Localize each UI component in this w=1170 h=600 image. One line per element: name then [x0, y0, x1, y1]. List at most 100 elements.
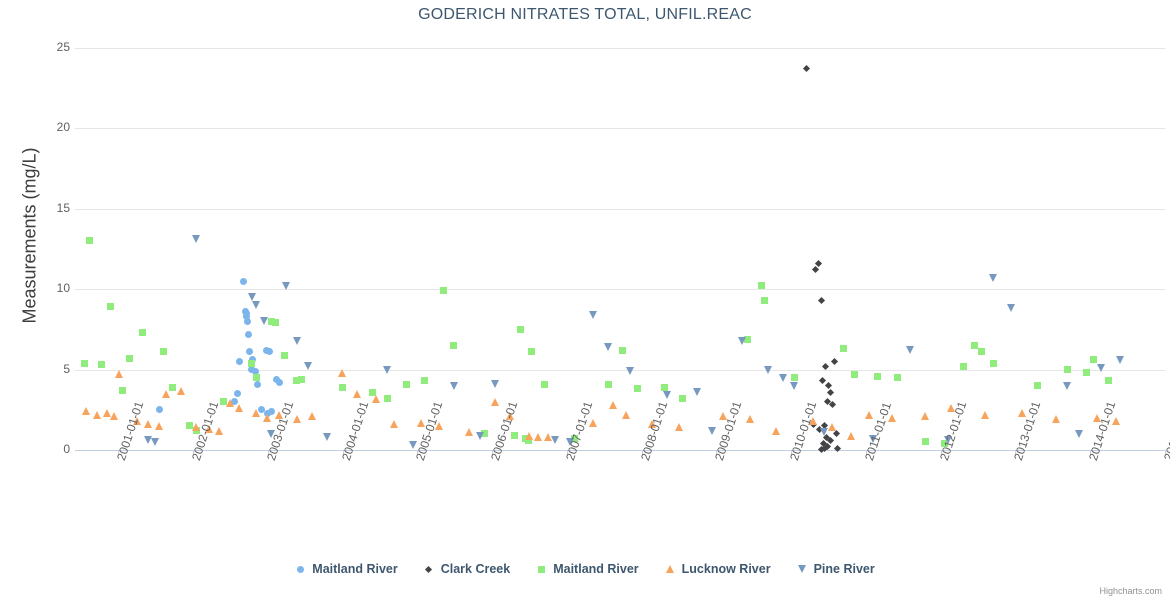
data-point[interactable]	[1090, 356, 1098, 364]
data-point[interactable]	[265, 348, 273, 356]
data-point[interactable]	[989, 359, 997, 367]
data-point[interactable]	[744, 335, 752, 343]
legend-item-2[interactable]: Maitland River	[536, 562, 639, 576]
data-point[interactable]	[491, 397, 500, 406]
data-point[interactable]	[245, 348, 253, 356]
data-point[interactable]	[921, 412, 930, 421]
data-point[interactable]	[981, 410, 990, 419]
data-point[interactable]	[779, 373, 788, 382]
data-point[interactable]	[264, 409, 272, 417]
data-point[interactable]	[527, 348, 535, 356]
data-point[interactable]	[253, 374, 261, 382]
data-point[interactable]	[819, 377, 827, 385]
data-point[interactable]	[449, 341, 457, 349]
data-point[interactable]	[517, 325, 525, 333]
data-point[interactable]	[409, 441, 418, 450]
data-point[interactable]	[603, 343, 612, 352]
data-point[interactable]	[566, 437, 575, 446]
data-point[interactable]	[369, 388, 377, 396]
data-point[interactable]	[450, 381, 459, 390]
data-point[interactable]	[81, 359, 89, 367]
data-point[interactable]	[107, 303, 115, 311]
data-point[interactable]	[247, 366, 255, 374]
data-point[interactable]	[906, 346, 915, 355]
data-point[interactable]	[274, 410, 283, 419]
data-point[interactable]	[235, 358, 243, 366]
data-point[interactable]	[663, 391, 672, 400]
data-point[interactable]	[248, 293, 257, 302]
data-point[interactable]	[298, 375, 306, 383]
data-point[interactable]	[151, 437, 160, 446]
data-point[interactable]	[138, 329, 146, 337]
data-point[interactable]	[622, 410, 631, 419]
data-point[interactable]	[371, 394, 380, 403]
data-point[interactable]	[588, 418, 597, 427]
data-point[interactable]	[476, 431, 485, 440]
data-point[interactable]	[511, 432, 519, 440]
data-point[interactable]	[757, 282, 765, 290]
data-point[interactable]	[338, 368, 347, 377]
data-point[interactable]	[402, 380, 410, 388]
data-point[interactable]	[115, 370, 124, 379]
data-point[interactable]	[258, 406, 266, 414]
data-point[interactable]	[540, 380, 548, 388]
data-point[interactable]	[247, 359, 255, 367]
data-point[interactable]	[812, 266, 820, 274]
data-point[interactable]	[308, 412, 317, 421]
data-point[interactable]	[252, 409, 261, 418]
data-point[interactable]	[219, 398, 227, 406]
data-point[interactable]	[168, 383, 176, 391]
data-point[interactable]	[802, 65, 810, 73]
data-point[interactable]	[481, 430, 489, 438]
data-point[interactable]	[293, 415, 302, 424]
data-point[interactable]	[978, 348, 986, 356]
data-point[interactable]	[943, 436, 952, 445]
data-point[interactable]	[826, 388, 834, 396]
data-point[interactable]	[851, 370, 859, 378]
data-point[interactable]	[619, 346, 627, 354]
data-point[interactable]	[275, 378, 283, 386]
data-point[interactable]	[82, 407, 91, 416]
data-point[interactable]	[1093, 413, 1102, 422]
data-point[interactable]	[383, 395, 391, 403]
data-point[interactable]	[243, 313, 251, 321]
data-point[interactable]	[271, 319, 279, 327]
data-point[interactable]	[825, 382, 833, 390]
data-point[interactable]	[382, 365, 391, 374]
data-point[interactable]	[674, 423, 683, 432]
data-point[interactable]	[230, 398, 238, 406]
data-point[interactable]	[1007, 304, 1016, 313]
data-point[interactable]	[92, 410, 101, 419]
data-point[interactable]	[1111, 417, 1120, 426]
data-point[interactable]	[118, 387, 126, 394]
data-point[interactable]	[831, 358, 839, 366]
data-point[interactable]	[110, 412, 119, 421]
data-point[interactable]	[240, 277, 248, 285]
data-point[interactable]	[679, 395, 687, 403]
data-point[interactable]	[893, 374, 901, 382]
data-point[interactable]	[159, 348, 167, 356]
data-point[interactable]	[764, 365, 773, 374]
data-point[interactable]	[435, 421, 444, 430]
data-point[interactable]	[416, 418, 425, 427]
data-point[interactable]	[251, 367, 259, 375]
data-point[interactable]	[102, 409, 111, 418]
data-point[interactable]	[226, 399, 234, 408]
data-point[interactable]	[791, 374, 799, 382]
data-point[interactable]	[771, 426, 780, 435]
data-point[interactable]	[185, 422, 193, 430]
data-point[interactable]	[634, 385, 642, 393]
data-point[interactable]	[162, 389, 171, 398]
data-point[interactable]	[588, 310, 597, 319]
data-point[interactable]	[132, 417, 141, 426]
data-point[interactable]	[828, 401, 836, 409]
data-point[interactable]	[970, 341, 978, 349]
data-point[interactable]	[817, 296, 825, 304]
data-point[interactable]	[604, 380, 612, 388]
data-point[interactable]	[268, 317, 276, 325]
data-point[interactable]	[846, 431, 855, 440]
data-point[interactable]	[98, 361, 106, 369]
data-point[interactable]	[126, 354, 134, 362]
data-point[interactable]	[177, 386, 186, 395]
data-point[interactable]	[827, 423, 836, 432]
